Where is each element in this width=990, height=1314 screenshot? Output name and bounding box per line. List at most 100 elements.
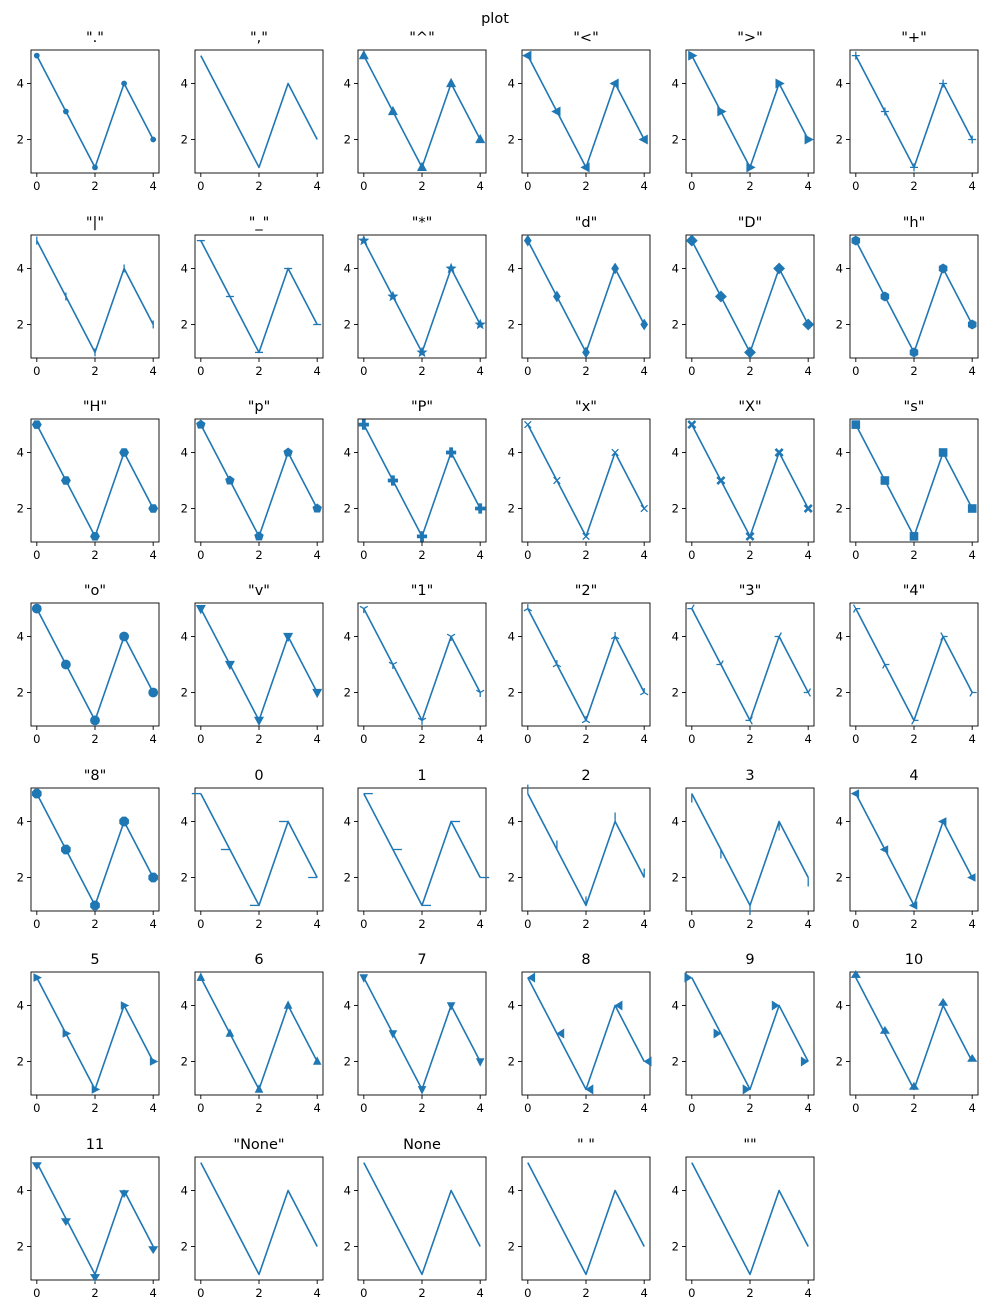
data-point-marker <box>416 161 428 171</box>
data-point-marker <box>908 1081 920 1090</box>
data-point-marker <box>475 1058 485 1067</box>
y-tick-label: 2 <box>508 501 515 515</box>
axes-frame <box>685 234 815 359</box>
subplot-panel: "+" 0 2 4 2 4 <box>836 30 979 193</box>
subplot-panel: 11 0 2 4 2 4 <box>17 1137 160 1300</box>
axes-frame <box>685 602 815 727</box>
x-tick-label: 2 <box>255 364 262 378</box>
x-tick-label: 0 <box>360 1286 367 1300</box>
axes-frame <box>357 971 487 1096</box>
subplot-panel: "p" 0 2 4 2 4 <box>181 399 324 562</box>
y-tick-label: 2 <box>17 1054 24 1068</box>
y-tick-label: 4 <box>672 262 679 276</box>
data-point-marker <box>148 1246 159 1255</box>
x-tick-label: 2 <box>582 179 589 193</box>
x-tick-label: 2 <box>418 732 425 746</box>
axes-frame <box>194 787 324 912</box>
x-tick-label: 2 <box>910 917 917 931</box>
panel-title: "2" <box>575 583 598 599</box>
data-point-marker <box>120 1001 130 1010</box>
x-tick-label: 2 <box>582 1286 589 1300</box>
axes-frame <box>849 234 979 359</box>
y-tick-label: 2 <box>17 317 24 331</box>
y-tick-label: 4 <box>508 77 515 91</box>
axes-frame <box>30 418 160 543</box>
subplot-panel: "d" 0 2 4 2 4 <box>508 215 651 378</box>
panel-title: "^" <box>409 30 435 46</box>
x-tick-label: 4 <box>805 179 812 193</box>
subplot-panel: 4 0 2 4 2 4 <box>836 768 979 931</box>
x-tick-label: 4 <box>150 1286 157 1300</box>
subplot-panel: "P" 0 2 4 2 4 <box>344 399 487 562</box>
data-point-marker <box>638 134 648 145</box>
panel-title: "h" <box>903 215 926 231</box>
data-point-marker <box>388 1030 398 1039</box>
subplot-panel: "o" 0 2 4 2 4 <box>17 583 160 746</box>
x-tick-label: 0 <box>688 548 695 562</box>
subplot-panel: "_" 0 2 4 2 4 <box>181 215 324 378</box>
y-tick-label: 4 <box>508 1184 515 1198</box>
subplot-panel: 0 0 2 4 2 4 <box>181 768 324 931</box>
panel-title: ">" <box>737 30 763 46</box>
data-point-marker <box>804 134 814 145</box>
x-tick-label: 4 <box>314 1101 321 1115</box>
x-tick-label: 4 <box>477 179 484 193</box>
x-tick-label: 0 <box>197 548 204 562</box>
data-point-marker <box>359 974 369 983</box>
axes-frame <box>30 49 160 174</box>
data-point-marker <box>148 504 159 513</box>
x-tick-label: 0 <box>852 1101 859 1115</box>
x-tick-label: 4 <box>477 1101 484 1115</box>
axes-frame <box>30 787 160 912</box>
axes-frame <box>521 602 651 727</box>
data-point-marker <box>475 133 486 144</box>
subplot-panel: None 0 2 4 2 4 <box>344 1137 487 1300</box>
data-point-marker <box>968 135 977 144</box>
x-tick-label: 4 <box>641 179 648 193</box>
subplot-panel: "None" 0 2 4 2 4 <box>181 1137 324 1300</box>
panel-title: "1" <box>411 583 434 599</box>
subplot-panel: 5 0 2 4 2 4 <box>17 952 160 1115</box>
subplot-panel: "h" 0 2 4 2 4 <box>836 215 979 378</box>
y-tick-label: 4 <box>344 630 351 644</box>
data-point-marker <box>716 660 724 669</box>
data-point-marker <box>611 262 619 275</box>
x-tick-label: 0 <box>688 179 695 193</box>
y-tick-label: 2 <box>672 317 679 331</box>
panel-title: 3 <box>745 768 754 784</box>
y-tick-label: 2 <box>344 132 351 146</box>
panel-title: None <box>403 1137 441 1153</box>
panel-title: "<" <box>573 30 599 46</box>
data-point-marker <box>585 1084 594 1095</box>
data-point-marker <box>225 1028 235 1037</box>
x-tick-label: 2 <box>418 548 425 562</box>
panel-title: "s" <box>904 399 925 415</box>
y-tick-label: 2 <box>181 1239 188 1253</box>
data-point-marker <box>880 476 890 485</box>
data-point-marker <box>610 632 620 640</box>
axes-frame <box>849 49 979 174</box>
data-point-marker <box>909 532 919 541</box>
panel-title: "x" <box>575 399 597 415</box>
data-point-marker <box>523 604 533 612</box>
data-point-marker <box>967 873 976 882</box>
subplot-panel: "" 0 2 4 2 4 <box>672 1137 815 1300</box>
data-point-marker <box>522 50 532 61</box>
x-tick-label: 2 <box>582 1101 589 1115</box>
data-point-marker <box>417 717 427 725</box>
series-line <box>691 1162 809 1276</box>
data-point-marker <box>910 163 918 172</box>
data-point-marker <box>224 660 235 671</box>
axes-frame <box>357 418 487 543</box>
panel-title: "3" <box>739 583 762 599</box>
panel-title: "D" <box>738 215 763 231</box>
axes-frame <box>521 418 651 543</box>
y-tick-label: 2 <box>181 870 188 884</box>
x-tick-label: 0 <box>360 364 367 378</box>
data-point-marker <box>851 235 861 246</box>
data-point-marker <box>687 420 697 430</box>
x-tick-label: 2 <box>91 1101 98 1115</box>
panel-title: "+" <box>901 30 927 46</box>
panel-title: " " <box>577 1137 595 1153</box>
panel-title: 0 <box>254 768 263 784</box>
